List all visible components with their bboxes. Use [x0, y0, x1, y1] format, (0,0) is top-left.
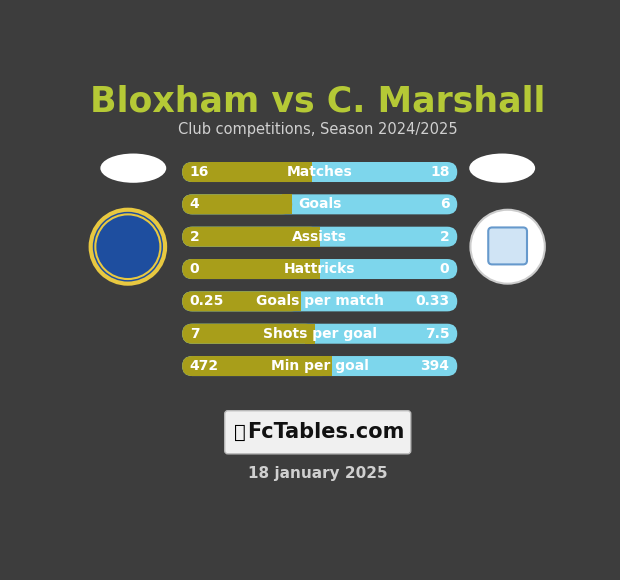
Text: 0: 0: [190, 262, 200, 276]
Text: FcTables.com: FcTables.com: [247, 422, 404, 443]
Text: 2: 2: [440, 230, 450, 244]
Text: 18: 18: [430, 165, 450, 179]
Text: Min per goal: Min per goal: [271, 359, 369, 373]
Text: 18 january 2025: 18 january 2025: [248, 466, 388, 481]
FancyBboxPatch shape: [182, 162, 312, 182]
Text: 6: 6: [440, 197, 450, 211]
Text: 7: 7: [190, 327, 200, 340]
Circle shape: [91, 210, 165, 284]
FancyBboxPatch shape: [182, 356, 332, 376]
Text: Matches: Matches: [287, 165, 353, 179]
Text: Bloxham vs C. Marshall: Bloxham vs C. Marshall: [90, 85, 546, 119]
Text: 7.5: 7.5: [425, 327, 450, 340]
FancyBboxPatch shape: [182, 194, 292, 215]
Text: 472: 472: [190, 359, 219, 373]
FancyBboxPatch shape: [489, 227, 527, 264]
FancyBboxPatch shape: [182, 227, 320, 246]
FancyBboxPatch shape: [182, 356, 458, 376]
Text: 394: 394: [420, 359, 450, 373]
Text: Club competitions, Season 2024/2025: Club competitions, Season 2024/2025: [178, 122, 458, 137]
FancyBboxPatch shape: [182, 227, 458, 246]
Bar: [301, 162, 312, 182]
Text: 2: 2: [190, 230, 200, 244]
FancyBboxPatch shape: [182, 324, 458, 344]
Text: 📊: 📊: [234, 423, 246, 442]
Bar: [291, 291, 301, 311]
Text: 0: 0: [440, 262, 450, 276]
FancyBboxPatch shape: [182, 291, 301, 311]
FancyBboxPatch shape: [182, 259, 458, 279]
Bar: [309, 227, 320, 246]
Text: Hattricks: Hattricks: [284, 262, 355, 276]
FancyBboxPatch shape: [224, 411, 410, 454]
FancyBboxPatch shape: [182, 162, 458, 182]
Text: Goals: Goals: [298, 197, 342, 211]
Text: 0.25: 0.25: [190, 295, 224, 309]
FancyBboxPatch shape: [182, 259, 320, 279]
Bar: [322, 356, 332, 376]
Bar: [309, 259, 320, 279]
Bar: [305, 324, 315, 344]
Text: Goals per match: Goals per match: [255, 295, 384, 309]
Ellipse shape: [469, 154, 535, 183]
FancyBboxPatch shape: [182, 194, 458, 215]
Bar: [282, 194, 292, 215]
Text: Shots per goal: Shots per goal: [263, 327, 377, 340]
FancyBboxPatch shape: [182, 324, 315, 344]
Text: 4: 4: [190, 197, 200, 211]
Circle shape: [471, 210, 545, 284]
Text: Assists: Assists: [292, 230, 347, 244]
Ellipse shape: [100, 154, 166, 183]
Text: 0.33: 0.33: [415, 295, 450, 309]
Text: 16: 16: [190, 165, 210, 179]
FancyBboxPatch shape: [182, 291, 458, 311]
